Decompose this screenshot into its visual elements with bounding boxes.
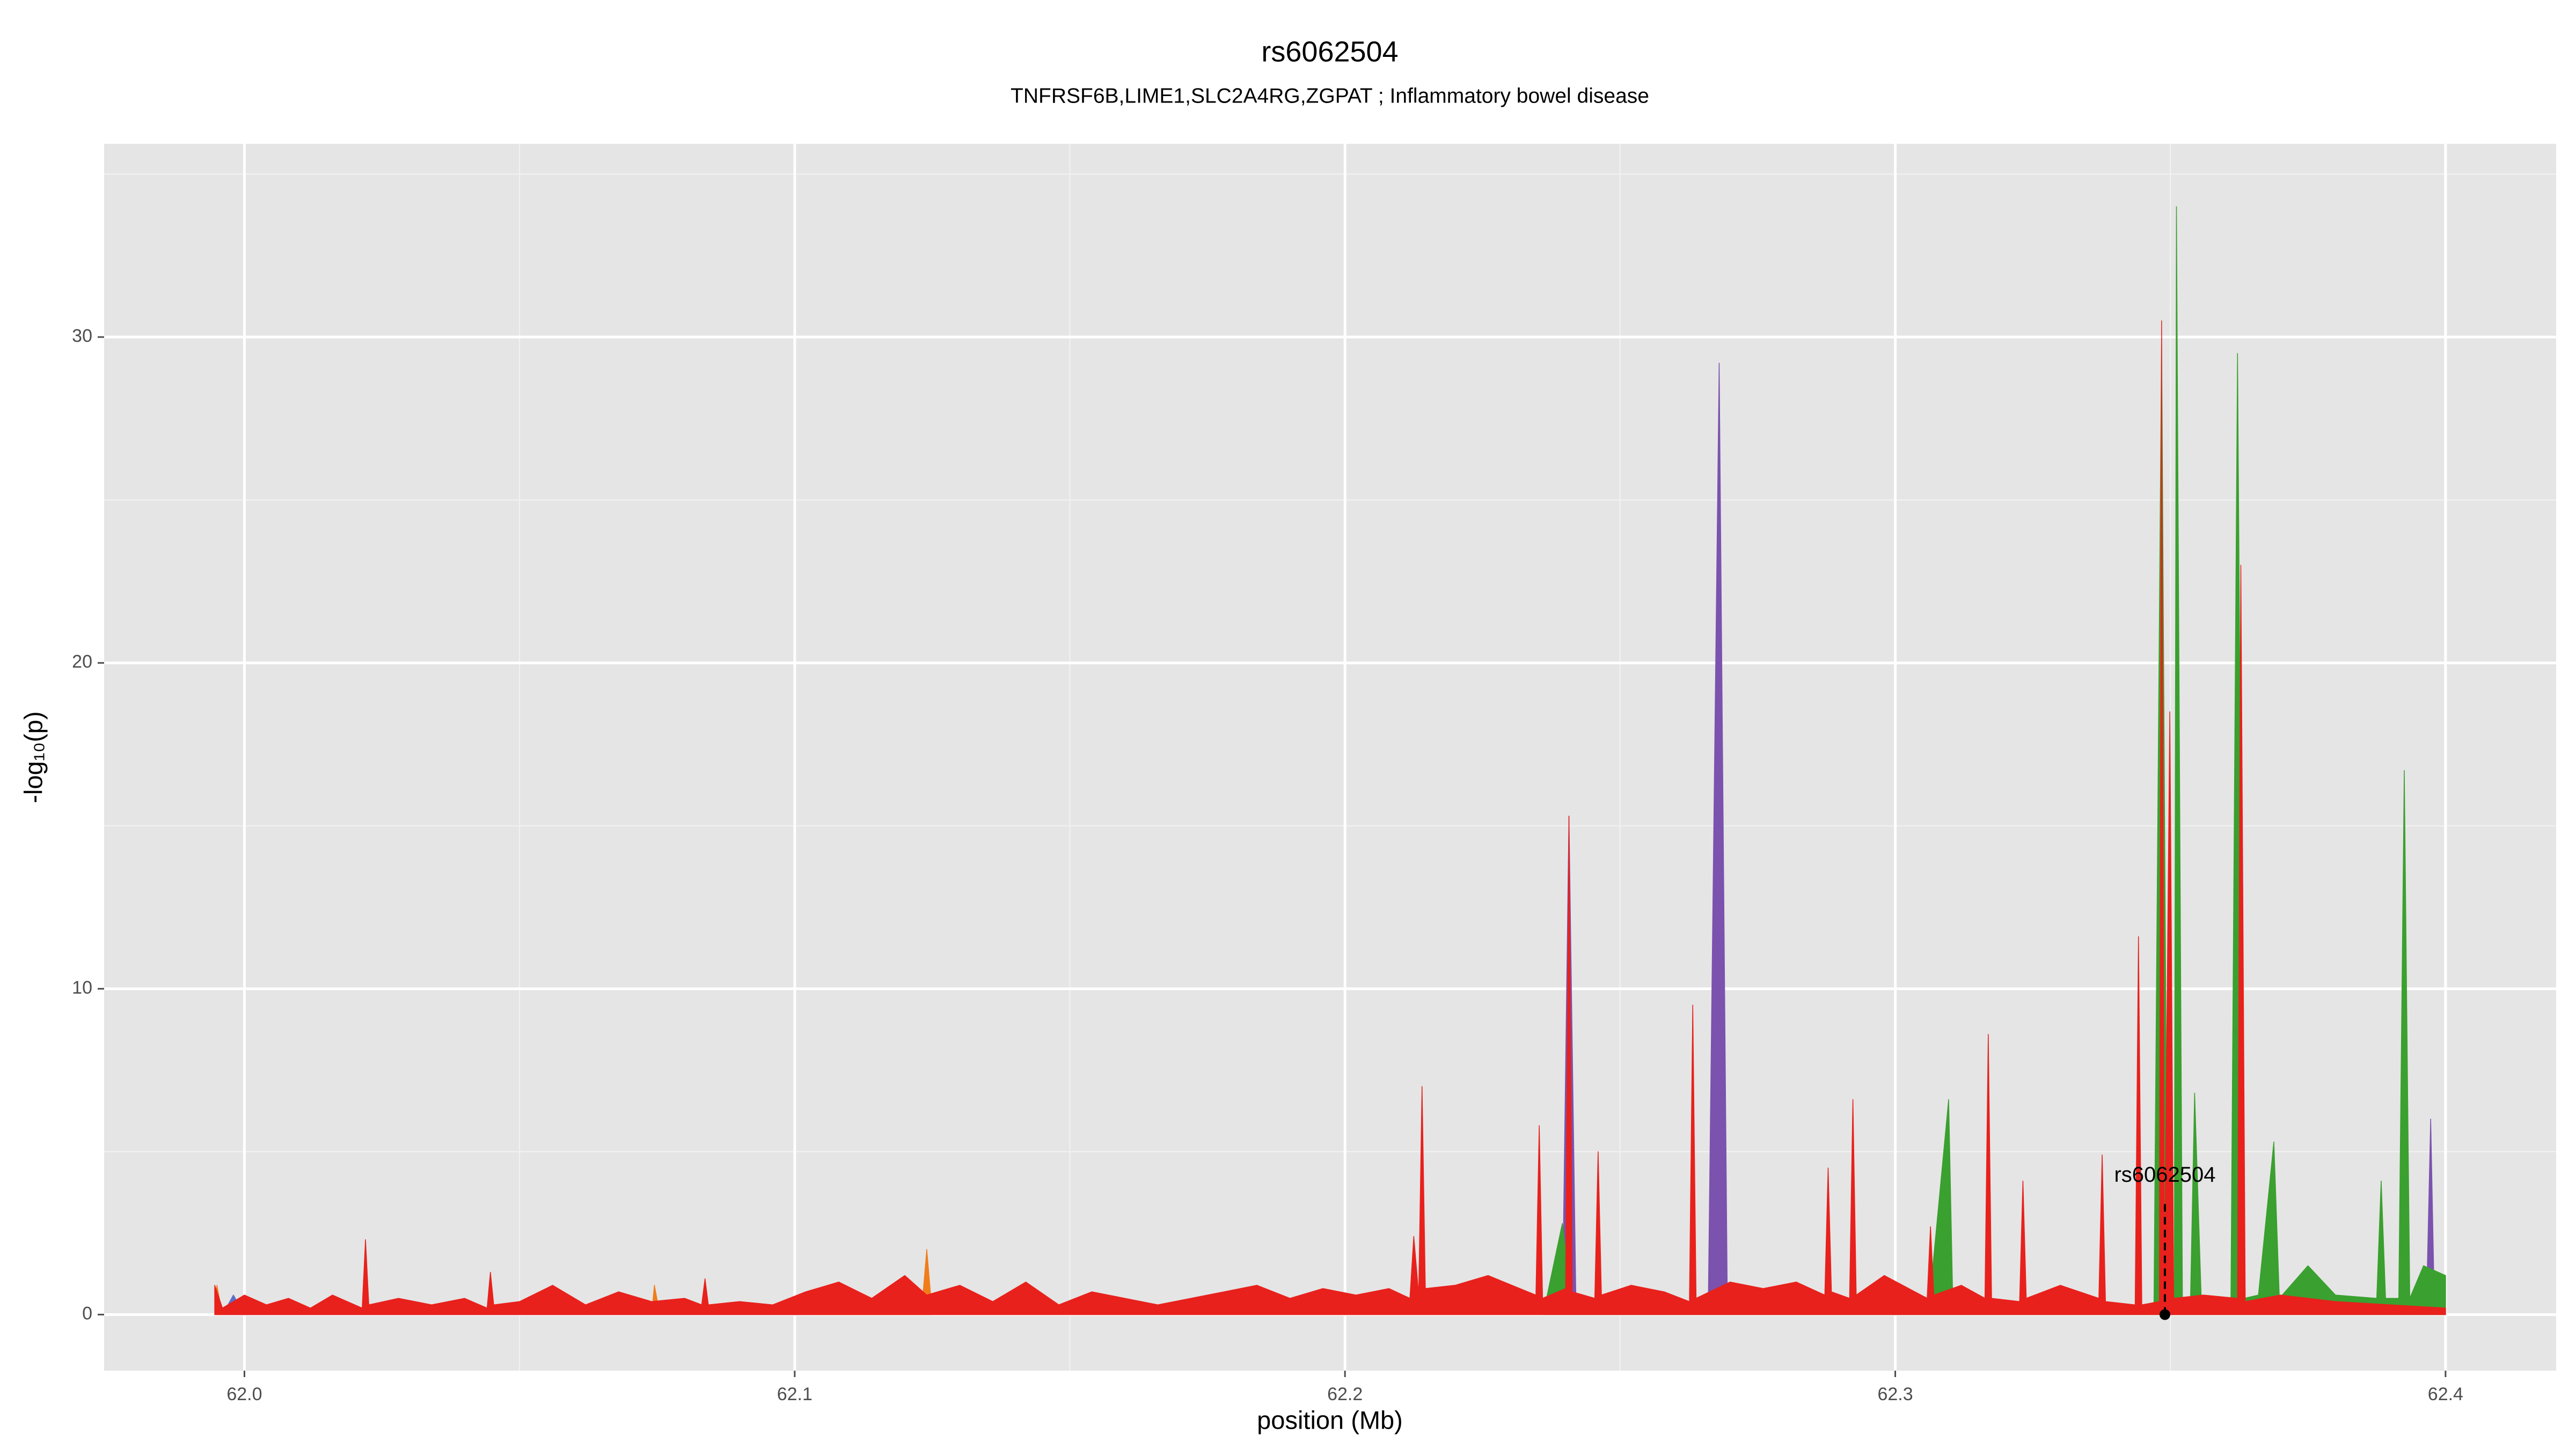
y-tick-label: 30	[72, 326, 92, 346]
x-tick-label: 62.2	[1327, 1384, 1363, 1404]
chart-title: rs6062504	[1261, 35, 1398, 68]
annotation-point	[2159, 1309, 2170, 1320]
panel	[104, 144, 2556, 1371]
annotation-label: rs6062504	[2114, 1163, 2215, 1187]
area	[214, 320, 2446, 1315]
y-tick-label: 20	[72, 652, 92, 672]
y-tick-label: 10	[72, 977, 92, 998]
x-tick-label: 62.3	[1877, 1384, 1913, 1404]
y-axis-label: -log₁₀(p)	[19, 711, 47, 803]
axes: 62.0 62.1 62.2 62.3 62.4 0 10 20 30	[72, 326, 2463, 1404]
areas	[214, 206, 2446, 1315]
area	[1562, 362, 2435, 1315]
x-tick-label: 62.4	[2428, 1384, 2463, 1404]
annotation: rs6062504	[2114, 1163, 2215, 1320]
x-axis-label: position (Mb)	[1257, 1406, 1403, 1434]
chart-subtitle: TNFRSF6B,LIME1,SLC2A4RG,ZGPAT ; Inflamma…	[1011, 84, 1649, 107]
x-tick-label: 62.1	[777, 1384, 813, 1404]
x-tick-label: 62.0	[226, 1384, 262, 1404]
y-tick-label: 0	[82, 1304, 92, 1324]
